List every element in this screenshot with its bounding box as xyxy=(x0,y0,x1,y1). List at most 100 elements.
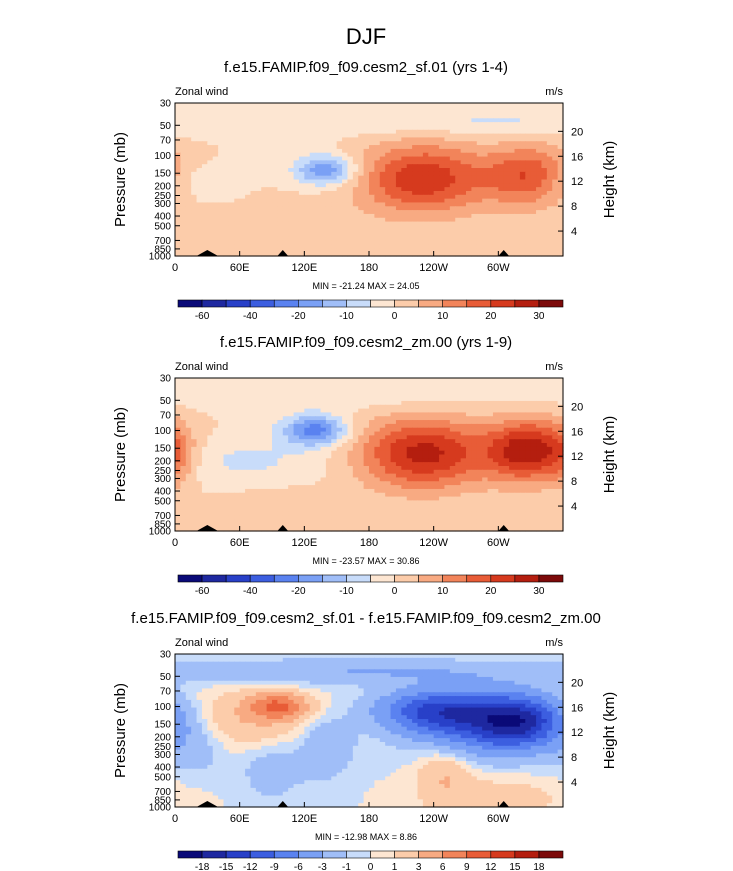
contour-cell xyxy=(417,416,424,421)
contour-cell xyxy=(315,137,322,142)
contour-cell xyxy=(541,400,548,406)
contour-cell xyxy=(530,465,537,471)
colorbar-label: 0 xyxy=(392,311,398,322)
contour-cell xyxy=(363,458,370,463)
contour-cell xyxy=(266,443,273,448)
contour-cell xyxy=(546,477,553,482)
contour-cell xyxy=(320,114,327,119)
contour-cell xyxy=(298,450,305,456)
contour-cell xyxy=(433,103,440,108)
contour-cell xyxy=(401,439,408,444)
contour-cell xyxy=(266,110,273,116)
contour-cell xyxy=(315,133,322,139)
contour-cell xyxy=(185,446,192,452)
x-tick-label: 60W xyxy=(487,262,510,274)
contour-cell xyxy=(482,446,489,452)
contour-cell xyxy=(320,213,327,219)
contour-cell xyxy=(541,133,548,139)
contour-cell xyxy=(239,171,246,177)
contour-cell xyxy=(331,133,338,139)
contour-cell xyxy=(536,400,543,406)
contour-cell xyxy=(444,385,451,391)
contour-cell xyxy=(180,431,187,436)
contour-cell xyxy=(288,435,295,440)
contour-cell xyxy=(282,400,289,406)
contour-cell xyxy=(218,473,225,479)
contour-cell xyxy=(428,443,435,448)
contour-cell xyxy=(422,446,429,452)
contour-cell xyxy=(261,171,268,177)
contour-cell xyxy=(374,477,381,482)
contour-cell xyxy=(530,381,537,387)
contour-cell xyxy=(460,168,467,173)
contour-cell xyxy=(293,446,300,452)
contour-cell xyxy=(433,408,440,414)
contour-cell xyxy=(245,439,252,444)
contour-cell xyxy=(369,431,375,436)
contour-cell xyxy=(363,462,370,467)
contour-cell xyxy=(288,381,295,387)
contour-cell xyxy=(395,450,402,456)
contour-cell xyxy=(395,400,402,406)
contour-cell xyxy=(492,454,499,459)
contour-cell xyxy=(439,454,446,459)
contour-cell xyxy=(175,187,181,192)
contour-cell xyxy=(439,236,446,242)
contour-cell xyxy=(245,160,252,165)
contour-cell xyxy=(509,164,516,169)
contour-cell xyxy=(428,236,435,242)
contour-cell xyxy=(487,408,494,414)
contour-cell xyxy=(315,118,322,123)
contour-cell xyxy=(239,233,246,238)
contour-cell xyxy=(320,481,327,486)
contour-cell xyxy=(519,477,526,482)
contour-cell xyxy=(406,148,413,154)
contour-cell xyxy=(557,477,564,482)
contour-cell xyxy=(401,408,408,414)
contour-cell xyxy=(428,202,435,207)
contour-cell xyxy=(315,206,322,211)
contour-cell xyxy=(180,397,187,402)
contour-cell xyxy=(369,118,375,123)
contour-cell xyxy=(282,435,289,440)
contour-cell xyxy=(272,148,278,154)
contour-cell xyxy=(406,114,413,119)
contour-cell xyxy=(342,210,349,215)
contour-cell xyxy=(482,206,489,211)
contour-cell xyxy=(428,198,435,204)
contour-cell xyxy=(530,103,537,108)
contour-cell xyxy=(180,179,187,184)
contour-cell xyxy=(342,164,349,169)
contour-cell xyxy=(234,125,241,131)
contour-cell xyxy=(320,145,327,150)
contour-cell xyxy=(212,450,219,456)
contour-cell xyxy=(374,210,381,215)
contour-cell xyxy=(261,221,268,226)
contour-cell xyxy=(212,427,219,433)
contour-cell xyxy=(234,103,241,108)
contour-cell xyxy=(358,110,365,116)
contour-cell xyxy=(492,137,499,142)
contour-cell xyxy=(175,125,181,131)
contour-cell xyxy=(374,133,381,139)
contour-cell xyxy=(342,106,349,112)
contour-cell xyxy=(207,378,214,383)
contour-cell xyxy=(272,465,278,471)
contour-cell xyxy=(282,248,289,253)
contour-cell xyxy=(557,439,564,444)
contour-cell xyxy=(552,156,559,161)
contour-cell xyxy=(552,148,559,154)
contour-cell xyxy=(530,473,537,479)
contour-cell xyxy=(245,435,252,440)
contour-cell xyxy=(417,385,424,391)
contour-cell xyxy=(541,217,548,223)
contour-cell xyxy=(347,145,354,150)
contour-cell xyxy=(175,233,181,238)
contour-cell xyxy=(476,114,483,119)
contour-cell xyxy=(196,129,203,135)
contour-cell xyxy=(412,229,419,234)
contour-cell xyxy=(228,164,235,169)
contour-cell xyxy=(223,183,230,188)
contour-cell xyxy=(266,156,273,161)
contour-cell xyxy=(342,244,349,249)
